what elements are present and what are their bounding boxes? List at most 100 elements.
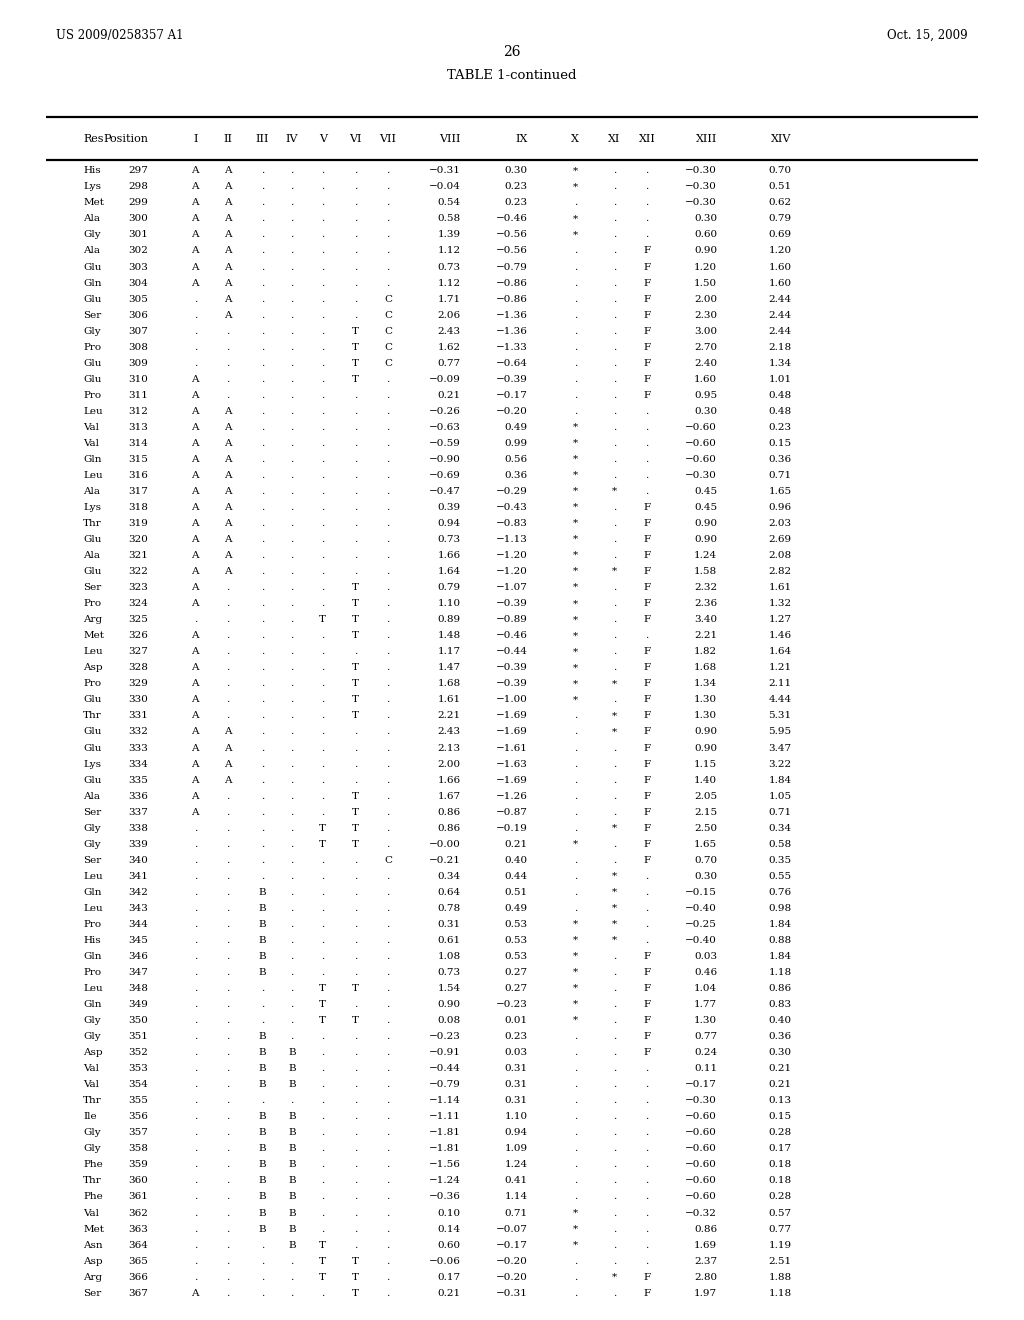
Text: T: T bbox=[352, 824, 359, 833]
Text: .: . bbox=[322, 182, 325, 191]
Text: .: . bbox=[291, 166, 294, 176]
Text: 1.34: 1.34 bbox=[694, 680, 717, 689]
Text: −0.21: −0.21 bbox=[429, 855, 461, 865]
Text: 347: 347 bbox=[129, 968, 148, 977]
Text: T: T bbox=[319, 1016, 327, 1026]
Text: B: B bbox=[258, 1209, 266, 1217]
Text: Gly: Gly bbox=[83, 1129, 101, 1138]
Text: .: . bbox=[194, 1209, 197, 1217]
Text: .: . bbox=[386, 471, 390, 480]
Text: .: . bbox=[261, 840, 264, 849]
Text: B: B bbox=[258, 1144, 266, 1154]
Text: .: . bbox=[194, 983, 197, 993]
Text: T: T bbox=[352, 792, 359, 801]
Text: 5.95: 5.95 bbox=[768, 727, 792, 737]
Text: A: A bbox=[224, 279, 231, 288]
Text: .: . bbox=[291, 631, 294, 640]
Text: 0.53: 0.53 bbox=[505, 936, 527, 945]
Text: .: . bbox=[386, 952, 390, 961]
Text: *: * bbox=[572, 983, 578, 993]
Text: .: . bbox=[613, 247, 616, 256]
Text: 1.62: 1.62 bbox=[437, 343, 461, 351]
Text: .: . bbox=[322, 552, 325, 560]
Text: −0.30: −0.30 bbox=[685, 471, 717, 480]
Text: 1.58: 1.58 bbox=[694, 568, 717, 576]
Text: A: A bbox=[191, 535, 199, 544]
Text: A: A bbox=[191, 279, 199, 288]
Text: .: . bbox=[386, 920, 390, 929]
Text: XI: XI bbox=[608, 133, 621, 144]
Text: .: . bbox=[354, 471, 357, 480]
Text: .: . bbox=[354, 166, 357, 176]
Text: 3.00: 3.00 bbox=[694, 326, 717, 335]
Text: .: . bbox=[194, 1113, 197, 1121]
Text: 1.61: 1.61 bbox=[437, 696, 461, 705]
Text: .: . bbox=[291, 840, 294, 849]
Text: .: . bbox=[322, 776, 325, 784]
Text: −0.00: −0.00 bbox=[429, 840, 461, 849]
Text: .: . bbox=[226, 1176, 229, 1185]
Text: −0.44: −0.44 bbox=[429, 1064, 461, 1073]
Text: 0.78: 0.78 bbox=[437, 904, 461, 913]
Text: T: T bbox=[352, 631, 359, 640]
Text: .: . bbox=[573, 247, 577, 256]
Text: 332: 332 bbox=[129, 727, 148, 737]
Text: .: . bbox=[226, 1080, 229, 1089]
Text: Gly: Gly bbox=[83, 824, 101, 833]
Text: .: . bbox=[386, 583, 390, 593]
Text: 2.06: 2.06 bbox=[437, 310, 461, 319]
Text: *: * bbox=[572, 920, 578, 929]
Text: .: . bbox=[226, 647, 229, 656]
Text: .: . bbox=[322, 166, 325, 176]
Text: .: . bbox=[261, 182, 264, 191]
Text: Ser: Ser bbox=[83, 310, 101, 319]
Text: .: . bbox=[291, 855, 294, 865]
Text: .: . bbox=[354, 743, 357, 752]
Text: 318: 318 bbox=[129, 503, 148, 512]
Text: 0.86: 0.86 bbox=[694, 1225, 717, 1233]
Text: .: . bbox=[354, 920, 357, 929]
Text: .: . bbox=[291, 1016, 294, 1026]
Text: .: . bbox=[645, 438, 649, 447]
Text: 336: 336 bbox=[129, 792, 148, 801]
Text: .: . bbox=[322, 1225, 325, 1233]
Text: .: . bbox=[194, 936, 197, 945]
Text: 310: 310 bbox=[129, 375, 148, 384]
Text: −0.31: −0.31 bbox=[496, 1288, 527, 1298]
Text: .: . bbox=[613, 615, 616, 624]
Text: .: . bbox=[291, 1288, 294, 1298]
Text: 0.23: 0.23 bbox=[505, 1032, 527, 1041]
Text: −0.09: −0.09 bbox=[429, 375, 461, 384]
Text: .: . bbox=[386, 647, 390, 656]
Text: 337: 337 bbox=[129, 808, 148, 817]
Text: 363: 363 bbox=[129, 1225, 148, 1233]
Text: .: . bbox=[613, 1001, 616, 1008]
Text: .: . bbox=[322, 310, 325, 319]
Text: .: . bbox=[386, 1144, 390, 1154]
Text: −0.25: −0.25 bbox=[685, 920, 717, 929]
Text: 2.44: 2.44 bbox=[768, 326, 792, 335]
Text: 3.22: 3.22 bbox=[768, 759, 792, 768]
Text: 1.30: 1.30 bbox=[694, 711, 717, 721]
Text: 306: 306 bbox=[129, 310, 148, 319]
Text: 316: 316 bbox=[129, 471, 148, 480]
Text: T: T bbox=[352, 711, 359, 721]
Text: A: A bbox=[191, 198, 199, 207]
Text: A: A bbox=[191, 631, 199, 640]
Text: .: . bbox=[386, 1080, 390, 1089]
Text: T: T bbox=[352, 664, 359, 672]
Text: A: A bbox=[224, 519, 231, 528]
Text: .: . bbox=[573, 727, 577, 737]
Text: .: . bbox=[226, 871, 229, 880]
Text: 0.36: 0.36 bbox=[768, 455, 792, 463]
Text: 327: 327 bbox=[129, 647, 148, 656]
Text: XIV: XIV bbox=[771, 133, 792, 144]
Text: 1.54: 1.54 bbox=[437, 983, 461, 993]
Text: .: . bbox=[322, 936, 325, 945]
Text: 297: 297 bbox=[129, 166, 148, 176]
Text: .: . bbox=[645, 888, 649, 896]
Text: −1.36: −1.36 bbox=[496, 310, 527, 319]
Text: 1.10: 1.10 bbox=[505, 1113, 527, 1121]
Text: 1.64: 1.64 bbox=[437, 568, 461, 576]
Text: T: T bbox=[352, 1272, 359, 1282]
